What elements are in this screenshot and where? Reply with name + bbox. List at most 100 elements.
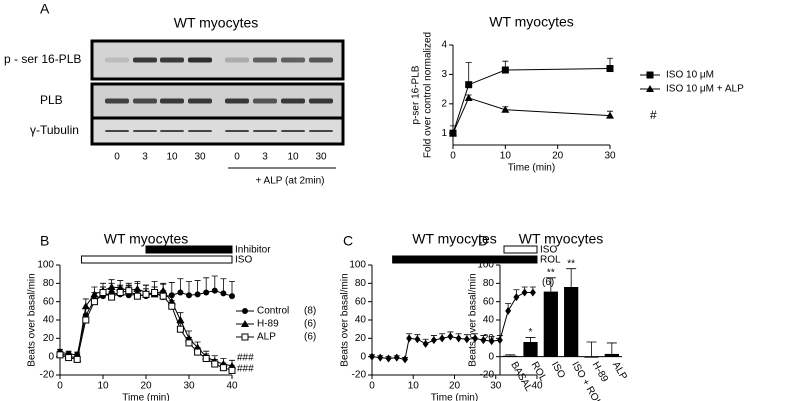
blot-band: [281, 57, 305, 63]
annotation: ###: [237, 353, 254, 364]
marker: [81, 302, 90, 310]
marker: [228, 366, 236, 374]
legend-count: (6): [304, 319, 316, 330]
series-line: [452, 68, 611, 134]
y-tick-label: 0: [48, 351, 54, 362]
lane-label: 0: [114, 152, 120, 163]
blot-band: [253, 98, 277, 104]
x-axis-label: Time (min): [508, 163, 555, 174]
bar: [604, 353, 619, 357]
x-tick-label: 30: [490, 381, 502, 392]
x-tick-label: 10: [408, 381, 420, 392]
marker: [168, 302, 176, 310]
blot-band: [225, 98, 249, 104]
y-tick-label: 4: [441, 40, 447, 51]
x-tick-label: 0: [450, 151, 456, 162]
blot-band: [160, 57, 184, 63]
blot-band: [133, 57, 157, 63]
blot-band: [253, 57, 277, 63]
significance: *: [529, 327, 533, 338]
marker: [505, 306, 512, 315]
marker: [65, 354, 73, 362]
y-tick-label: 100: [349, 260, 366, 271]
legend-count: (6): [304, 332, 316, 343]
error-bar: [505, 354, 516, 356]
panel-label: B: [40, 233, 49, 249]
marker: [90, 290, 99, 298]
lane-label: 30: [315, 152, 327, 163]
marker: [501, 105, 510, 113]
marker: [194, 291, 201, 298]
blot-band: [281, 98, 305, 104]
x-tick-label: 30: [183, 381, 195, 392]
error-bar: [545, 277, 556, 292]
legend-label: ISO 10 μM: [666, 70, 714, 81]
y-tick-label: 100: [477, 260, 494, 271]
panel-label: C: [343, 233, 353, 249]
period-label: ISO: [235, 255, 252, 266]
marker: [133, 284, 142, 292]
marker: [220, 290, 227, 297]
bar: [543, 291, 558, 357]
blot-frame: [90, 39, 345, 81]
marker: [56, 351, 64, 359]
marker: [464, 93, 473, 101]
y-axis-label: p-ser 16-PLB: [411, 65, 422, 124]
blot-band: [188, 57, 212, 63]
lane-label: 10: [287, 152, 299, 163]
treatment-label: + ALP (at 2min): [255, 176, 324, 187]
legend-marker: [646, 85, 654, 92]
x-tick-label: 10: [97, 381, 109, 392]
y-tick-label: -20: [480, 370, 495, 381]
error-bar: [606, 342, 617, 354]
blot-band: [309, 130, 333, 132]
marker: [480, 336, 487, 345]
marker: [439, 334, 446, 343]
y-tick-label: 1: [441, 128, 447, 139]
marker: [73, 355, 81, 363]
marker: [455, 334, 462, 343]
marker: [151, 289, 159, 296]
legend-label: H-89: [257, 319, 279, 330]
blot-band: [253, 130, 277, 132]
marker: [229, 293, 235, 300]
y-tick-label: 2: [441, 98, 447, 109]
x-tick-label: 40: [531, 381, 543, 392]
marker: [194, 348, 202, 356]
error-bar: [465, 62, 472, 85]
y-tick-label: 80: [483, 278, 495, 289]
blot-band: [225, 130, 249, 132]
y-axis-label: Beats over basal/min: [27, 273, 38, 366]
marker: [142, 290, 150, 298]
blot-band: [188, 98, 212, 104]
period-label: Inhibitor: [235, 245, 271, 256]
marker: [447, 332, 454, 341]
marker: [116, 289, 124, 296]
period-label: ROL: [540, 255, 561, 266]
significance: **: [547, 267, 555, 278]
blot-title: WT myocytes: [174, 15, 259, 31]
marker: [606, 65, 614, 73]
legend-marker: [242, 308, 248, 314]
y-tick-label: 40: [355, 315, 367, 326]
marker: [125, 287, 133, 295]
y-tick-label: 80: [43, 278, 55, 289]
y-tick-label: -20: [352, 370, 367, 381]
significance: **: [567, 258, 575, 269]
marker: [211, 360, 219, 368]
lane-label: 3: [142, 152, 148, 163]
chart-title: WT myocytes: [412, 231, 497, 247]
blot-frame: [90, 82, 345, 120]
y-axis-label: Fold over control normalized: [423, 32, 434, 158]
marker: [513, 293, 520, 302]
series-line: [371, 292, 533, 361]
marker: [186, 292, 192, 299]
y-tick-label: 0: [488, 351, 494, 362]
legend-marker: [241, 320, 249, 327]
y-tick-label: 20: [43, 333, 55, 344]
marker: [449, 129, 457, 137]
marker: [185, 339, 193, 347]
blot-band: [133, 130, 157, 132]
legend-marker: [241, 333, 249, 341]
